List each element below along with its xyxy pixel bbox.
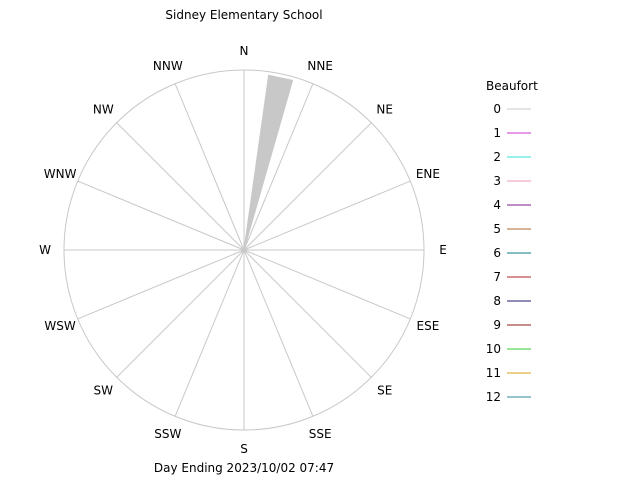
spoke-nnw	[174, 83, 245, 251]
legend-label-10: 10	[486, 342, 501, 356]
spoke-nne	[243, 83, 314, 251]
direction-label-nnw: NNW	[153, 59, 183, 73]
direction-label-ssw: SSW	[154, 427, 181, 441]
legend-label-8: 8	[493, 294, 501, 308]
chart-title: Sidney Elementary School	[165, 8, 322, 22]
direction-label-s: S	[240, 442, 248, 456]
legend-label-1: 1	[493, 126, 501, 140]
direction-label-ese: ESE	[417, 319, 440, 333]
direction-label-w: W	[39, 243, 51, 257]
spoke-se	[243, 249, 372, 378]
legend-label-4: 4	[493, 198, 501, 212]
legend-label-9: 9	[493, 318, 501, 332]
legend-label-6: 6	[493, 246, 501, 260]
direction-label-nw: NW	[93, 102, 114, 116]
direction-labels: N NNE NE ENE E ESE SE SSE S SSW SW WSW W WNW NW NNW	[39, 44, 447, 456]
direction-label-se: SE	[377, 384, 392, 398]
direction-spokes	[64, 70, 424, 430]
spoke-nw	[116, 122, 245, 251]
direction-label-sse: SSE	[309, 427, 332, 441]
spoke-sw	[116, 249, 245, 378]
direction-label-ene: ENE	[416, 167, 440, 181]
legend-label-11: 11	[486, 366, 501, 380]
legend-label-3: 3	[493, 174, 501, 188]
legend-label-0: 0	[493, 102, 501, 116]
legend-label-7: 7	[493, 270, 501, 284]
spoke-sse	[243, 249, 314, 417]
legend-label-12: 12	[486, 390, 501, 404]
wind-bars	[243, 74, 294, 251]
chart-footer: Day Ending 2023/10/02 07:47	[154, 461, 334, 475]
spoke-ene	[243, 180, 411, 251]
spoke-wsw	[77, 249, 245, 320]
legend-title: Beaufort	[486, 79, 538, 93]
spoke-ese	[243, 249, 411, 320]
direction-label-sw: SW	[94, 384, 114, 398]
legend-label-5: 5	[493, 222, 501, 236]
direction-label-wnw: WNW	[44, 167, 77, 181]
direction-label-ne: NE	[376, 102, 393, 116]
spoke-ssw	[174, 249, 245, 417]
legend-label-2: 2	[493, 150, 501, 164]
direction-label-n: N	[240, 44, 249, 58]
direction-label-wsw: WSW	[44, 319, 75, 333]
spoke-ne	[243, 122, 372, 251]
spoke-wnw	[77, 180, 245, 251]
direction-label-nne: NNE	[307, 59, 333, 73]
wind-bar-0	[243, 74, 294, 251]
direction-label-e: E	[439, 243, 447, 257]
